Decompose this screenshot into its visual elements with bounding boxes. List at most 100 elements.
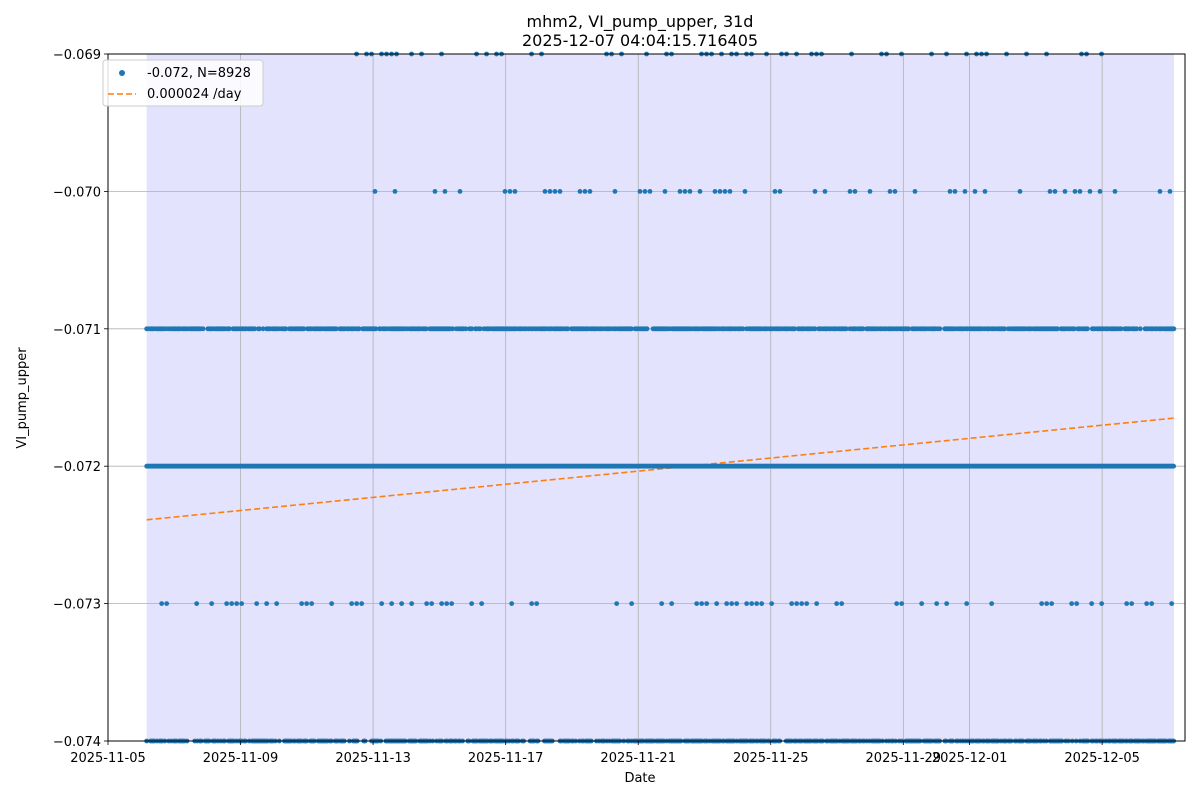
data-point — [264, 601, 270, 606]
x-tick-label: 2025-12-01 — [932, 751, 1008, 766]
y-axis-ticks: −0.074 −0.073 −0.072 −0.071 −0.070 −0.069 — [53, 48, 108, 750]
data-point — [629, 601, 635, 606]
data-point — [962, 189, 968, 194]
trend-line — [146, 417, 1175, 521]
data-point — [423, 326, 429, 332]
data-point — [477, 326, 483, 332]
data-point — [349, 601, 355, 606]
shaded-span — [146, 54, 1174, 741]
data-point — [1144, 601, 1150, 606]
data-point — [822, 189, 828, 194]
data-point — [577, 189, 583, 194]
data-point — [892, 189, 898, 194]
data-point — [1171, 326, 1177, 332]
data-point — [629, 326, 634, 332]
data-point — [356, 326, 362, 332]
data-point — [164, 601, 170, 606]
data-point — [964, 601, 970, 606]
data-point — [552, 189, 558, 194]
data-point — [529, 601, 535, 606]
y-tick-label: −0.070 — [53, 185, 101, 200]
data-point — [449, 601, 455, 606]
data-point — [1169, 601, 1175, 606]
y-tick-label: −0.069 — [53, 48, 101, 63]
data-point — [724, 601, 730, 606]
data-point — [200, 326, 206, 332]
data-point — [662, 189, 668, 194]
data-point — [1055, 326, 1060, 332]
data-point — [1124, 601, 1130, 606]
data-point — [769, 601, 775, 606]
data-point — [234, 601, 240, 606]
legend-box — [102, 59, 264, 107]
data-point — [727, 189, 733, 194]
x-axis-label: Date — [624, 771, 655, 786]
data-point — [699, 601, 705, 606]
data-point — [239, 601, 245, 606]
data-point — [637, 189, 643, 194]
data-point — [952, 189, 958, 194]
data-point — [812, 189, 818, 194]
data-point — [309, 601, 315, 606]
data-point — [392, 189, 398, 194]
data-point — [712, 189, 718, 194]
data-point — [894, 601, 900, 606]
x-tick-label: 2025-11-17 — [468, 751, 544, 766]
data-point — [899, 601, 905, 606]
data-point — [792, 326, 798, 332]
data-point — [682, 189, 688, 194]
data-point — [463, 326, 469, 332]
data-point — [839, 601, 845, 606]
data-point — [534, 601, 540, 606]
data-point — [852, 189, 858, 194]
y-tick-label: −0.072 — [53, 460, 101, 475]
data-point — [867, 189, 873, 194]
data-point — [804, 601, 810, 606]
data-point — [612, 189, 618, 194]
data-point — [450, 326, 456, 332]
data-point — [843, 326, 849, 332]
data-point — [1099, 601, 1105, 606]
data-point — [1052, 189, 1058, 194]
data-point — [252, 326, 258, 332]
data-point — [257, 326, 262, 332]
data-point — [582, 189, 588, 194]
data-point — [1074, 601, 1080, 606]
data-point — [509, 601, 515, 606]
data-point — [542, 189, 548, 194]
x-tick-label: 2025-12-05 — [1064, 751, 1140, 766]
data-point — [227, 326, 232, 332]
data-point — [229, 601, 235, 606]
trend-line-layer — [146, 417, 1175, 521]
data-point — [557, 189, 563, 194]
data-point — [379, 601, 385, 606]
data-point — [834, 601, 840, 606]
data-point — [734, 601, 740, 606]
data-point — [301, 326, 307, 332]
data-point — [722, 189, 728, 194]
data-point — [1129, 601, 1135, 606]
data-point — [759, 601, 765, 606]
data-point — [812, 326, 818, 332]
data-point — [224, 601, 230, 606]
data-point — [329, 601, 335, 606]
data-point — [934, 601, 940, 606]
data-point — [972, 189, 978, 194]
y-tick-label: −0.071 — [53, 323, 101, 338]
data-point — [749, 601, 755, 606]
data-point — [1137, 326, 1143, 332]
y-axis-label: VI_pump_upper — [15, 347, 30, 449]
data-point — [1134, 326, 1140, 332]
data-point — [432, 189, 438, 194]
legend-marker-scatter — [119, 70, 125, 76]
data-point — [359, 601, 365, 606]
y-tick-label: −0.074 — [53, 735, 101, 750]
data-point — [372, 189, 378, 194]
data-point — [507, 189, 513, 194]
data-point — [469, 601, 475, 606]
legend-label-scatter: -0.072, N=8928 — [147, 66, 251, 81]
data-point — [704, 601, 710, 606]
data-point — [373, 326, 379, 332]
